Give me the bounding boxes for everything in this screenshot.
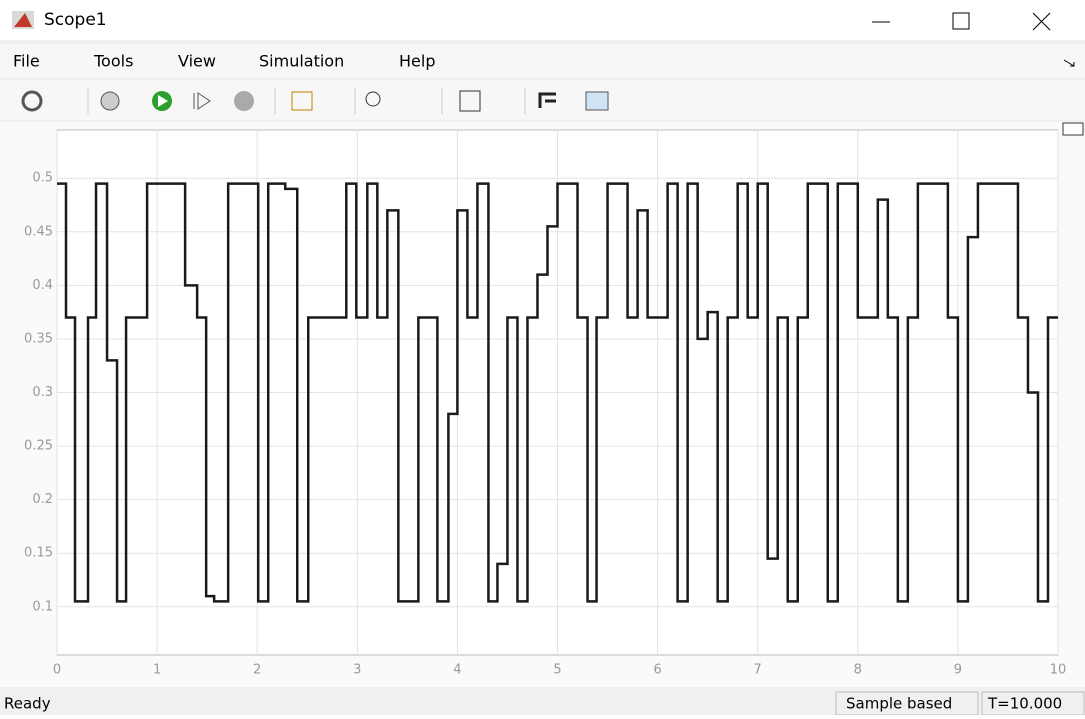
menu-item[interactable]: Simulation [259, 52, 344, 71]
y-tick-label: 0.3 [32, 385, 53, 400]
step-back-button[interactable] [100, 91, 120, 111]
title-bar [0, 0, 1085, 40]
close-button[interactable] [1032, 12, 1051, 31]
menu-item[interactable]: View [178, 52, 216, 71]
y-tick-label: 0.4 [32, 278, 53, 293]
toolbar [0, 80, 1085, 120]
x-tick-label: 2 [253, 663, 261, 678]
x-tick-label: 5 [553, 663, 561, 678]
y-tick-label: 0.2 [32, 492, 53, 507]
x-tick-label: 7 [754, 663, 762, 678]
window-title: Scope1 [44, 10, 107, 30]
restore-button[interactable] [1062, 122, 1084, 136]
x-tick-label: 10 [1050, 663, 1067, 678]
x-tick-label: 1 [153, 663, 161, 678]
maximize-button[interactable] [952, 12, 970, 30]
y-tick-label: 0.1 [32, 599, 53, 614]
measure-button[interactable] [585, 91, 609, 111]
x-tick-label: 0 [53, 663, 61, 678]
menu-bar [0, 44, 1085, 78]
x-tick-label: 8 [854, 663, 862, 678]
y-tick-label: 0.35 [24, 331, 53, 346]
y-tick-label: 0.5 [32, 171, 53, 186]
trigger-button[interactable] [538, 92, 556, 108]
x-tick-label: 3 [353, 663, 361, 678]
run-icon [158, 95, 168, 107]
menu-item[interactable]: Help [399, 52, 435, 71]
stop-button[interactable] [234, 91, 254, 111]
y-tick-label: 0.15 [24, 546, 53, 561]
x-tick-label: 4 [453, 663, 461, 678]
y-tick-label: 0.25 [24, 439, 53, 454]
status-bar [0, 690, 1085, 715]
status-mode: Sample based [846, 695, 952, 713]
menu-item[interactable]: Tools [93, 52, 133, 71]
scale-button[interactable] [459, 90, 481, 112]
x-tick-label: 9 [954, 663, 962, 678]
menu-item[interactable]: File [13, 52, 40, 71]
settings-button[interactable] [21, 90, 43, 112]
signal-button[interactable] [291, 91, 313, 111]
zoom-button[interactable] [365, 91, 381, 107]
plot-layer: 0 1 2 3 4 5 6 7 8 9 10 0.1 0.15 0.2 0.25 0.3 0.35 0.4 0.45… [24, 130, 1066, 678]
y-tick-label: 0.45 [24, 224, 53, 239]
step-forward-button[interactable] [193, 92, 211, 110]
app-icon-mark [14, 13, 32, 27]
status-time: T=10.000 [987, 695, 1062, 713]
x-tick-label: 6 [653, 663, 661, 678]
dock-icon[interactable] [1063, 59, 1075, 67]
signal-line [57, 182, 1058, 603]
status-text: Ready [4, 695, 51, 713]
